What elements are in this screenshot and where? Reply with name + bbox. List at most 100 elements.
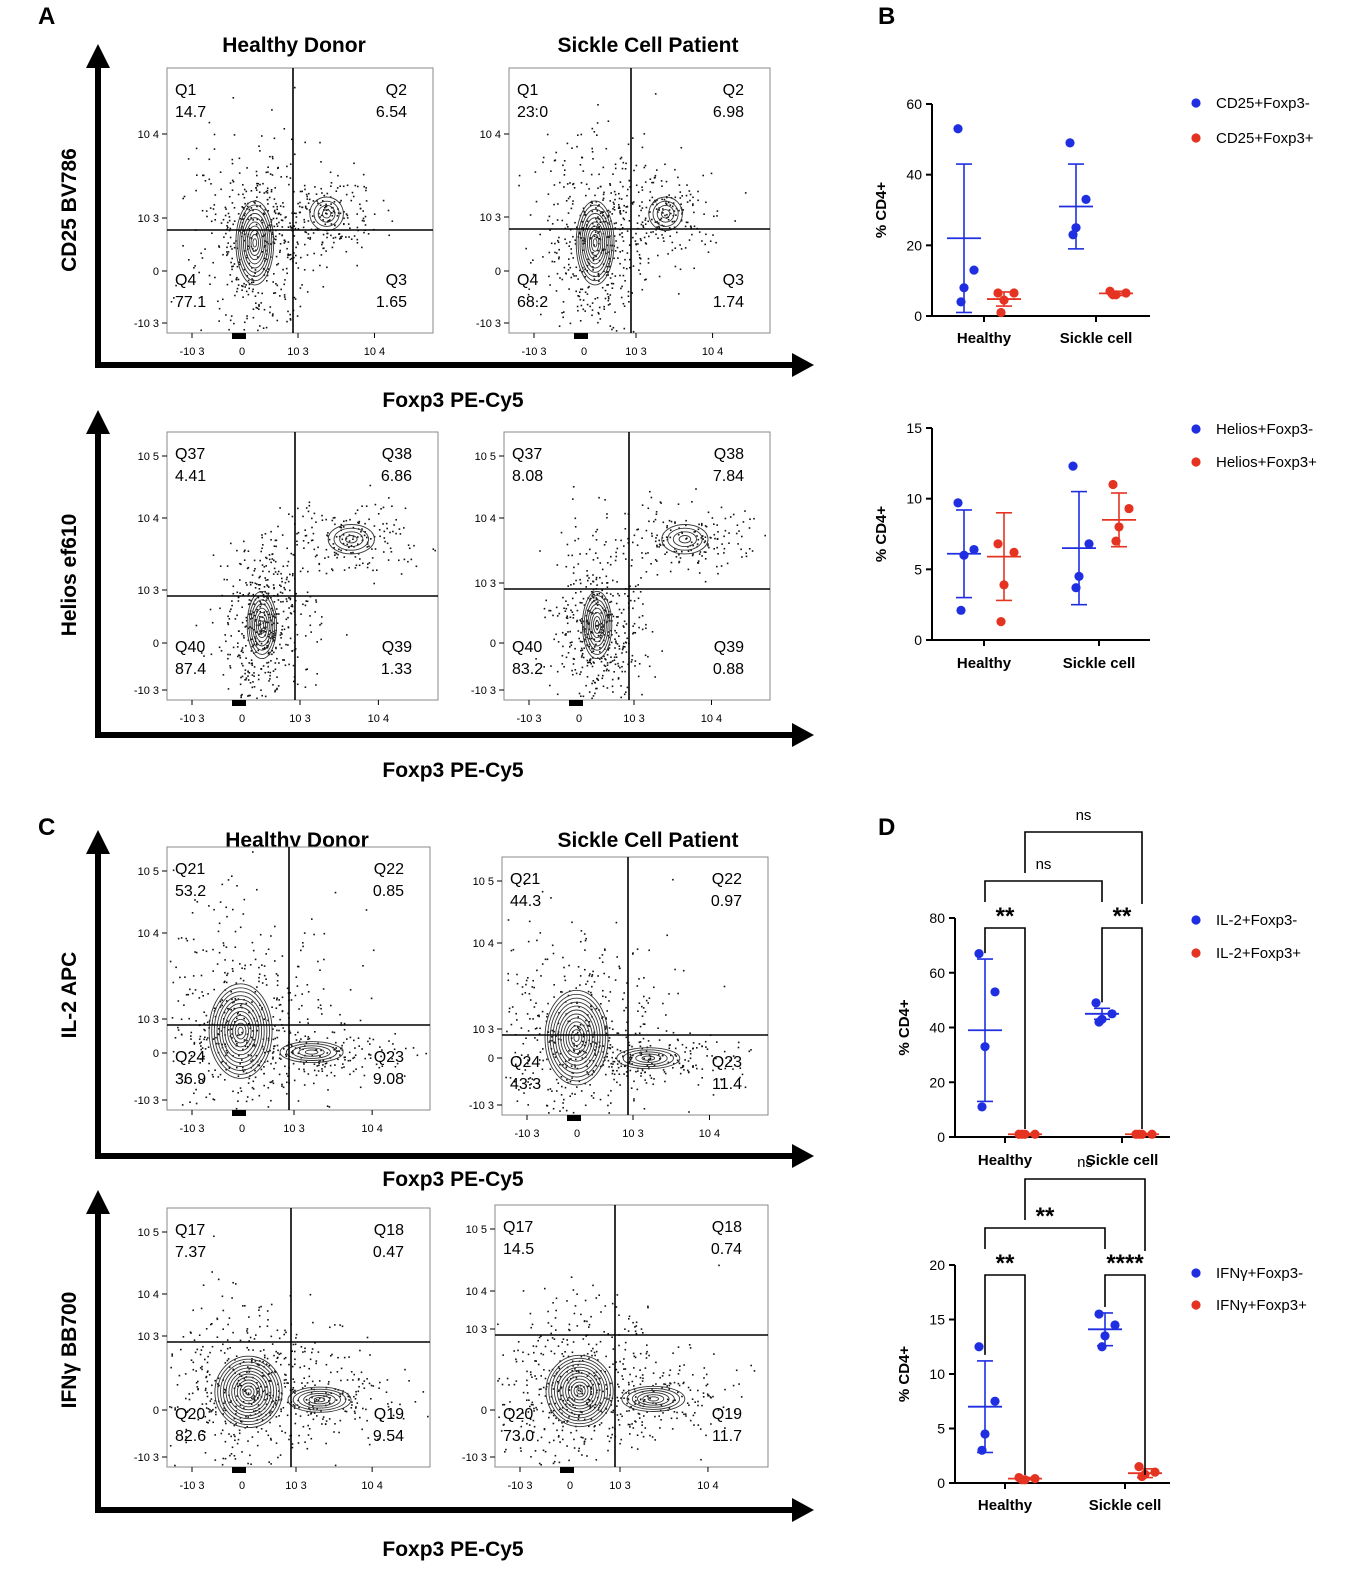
event-dot	[575, 290, 577, 293]
event-dot	[642, 603, 644, 605]
event-dot	[614, 163, 617, 166]
event-dot	[281, 219, 284, 222]
event-dot	[588, 691, 591, 693]
event-dot	[225, 1062, 227, 1064]
event-dot	[203, 1038, 205, 1041]
event-dot	[595, 236, 598, 239]
event-dot	[261, 694, 263, 697]
event-dot	[365, 1408, 367, 1411]
event-dot	[359, 203, 361, 206]
event-dot	[251, 1436, 254, 1438]
event-dot	[509, 1401, 511, 1403]
event-dot	[323, 209, 325, 211]
event-dot	[239, 1339, 242, 1342]
event-dot	[258, 1411, 261, 1413]
event-dot	[664, 230, 666, 233]
event-dot	[686, 537, 688, 540]
event-dot	[190, 1054, 193, 1057]
event-dot	[560, 1076, 563, 1078]
event-dot	[526, 1399, 528, 1401]
event-dot	[282, 1086, 285, 1089]
event-dot	[272, 684, 274, 686]
event-dot	[599, 1065, 602, 1068]
quadrant-percent: 6.54	[376, 104, 407, 121]
x-tick-label: 10 3	[285, 1480, 306, 1492]
event-dot	[293, 1407, 296, 1409]
event-dot	[616, 581, 618, 583]
event-dot	[280, 1363, 282, 1366]
event-dot	[518, 174, 521, 177]
event-dot	[634, 240, 637, 242]
event-dot	[668, 194, 670, 196]
event-dot	[254, 582, 257, 585]
event-dot	[541, 963, 544, 965]
event-dot	[247, 1023, 250, 1025]
event-dot	[624, 168, 627, 170]
event-dot	[262, 182, 264, 185]
event-dot	[608, 251, 610, 254]
event-dot	[674, 168, 676, 171]
event-dot	[530, 1083, 532, 1085]
event-dot	[243, 550, 246, 553]
event-dot	[689, 193, 692, 196]
event-dot	[602, 193, 605, 196]
contour-line	[242, 1385, 255, 1399]
event-dot	[555, 151, 557, 154]
contour-line	[255, 611, 268, 639]
event-dot	[628, 1392, 630, 1394]
event-dot	[596, 220, 598, 223]
event-dot	[267, 1434, 270, 1437]
event-dot	[253, 201, 255, 203]
event-dot	[408, 547, 411, 550]
event-dot	[271, 233, 274, 236]
event-dot	[284, 581, 287, 584]
event-dot	[563, 311, 565, 313]
event-dot	[698, 553, 701, 555]
quadrant-percent: 44.3	[510, 893, 541, 910]
event-dot	[561, 631, 564, 634]
event-dot	[255, 306, 258, 309]
event-dot	[587, 661, 589, 664]
event-dot	[654, 559, 657, 561]
event-dot	[229, 1347, 231, 1349]
event-dot	[210, 653, 213, 656]
event-dot	[616, 1063, 619, 1065]
event-dot	[572, 657, 575, 660]
event-dot	[713, 215, 715, 218]
event-dot	[642, 1037, 645, 1040]
event-dot	[266, 1357, 269, 1360]
event-dot	[240, 563, 242, 566]
quadrant-percent: 6.98	[713, 104, 744, 121]
event-dot	[576, 226, 578, 229]
event-dot	[527, 1054, 529, 1056]
event-dot	[552, 1107, 555, 1110]
event-dot	[537, 1014, 539, 1017]
event-dot	[247, 1349, 250, 1351]
event-dot	[675, 556, 678, 558]
event-dot	[637, 584, 639, 586]
event-dot	[323, 958, 325, 961]
event-dot	[387, 1403, 389, 1405]
event-dot	[575, 275, 577, 277]
event-dot	[252, 308, 255, 310]
event-dot	[554, 1056, 557, 1058]
event-dot	[296, 985, 299, 987]
event-dot	[272, 1047, 275, 1050]
event-dot	[172, 1060, 175, 1063]
event-dot	[195, 1102, 198, 1105]
event-dot	[654, 221, 657, 223]
event-dot	[560, 1394, 563, 1397]
event-dot	[345, 1410, 348, 1413]
event-dot	[633, 600, 636, 602]
event-dot	[562, 1438, 564, 1441]
event-dot	[249, 682, 252, 684]
event-dot	[306, 591, 309, 594]
event-dot	[229, 245, 232, 248]
event-dot	[231, 280, 233, 283]
event-dot	[223, 981, 225, 984]
event-dot	[613, 209, 616, 211]
event-dot	[264, 1356, 266, 1359]
event-dot	[561, 312, 563, 314]
event-dot	[267, 166, 269, 168]
event-dot	[338, 1050, 341, 1052]
